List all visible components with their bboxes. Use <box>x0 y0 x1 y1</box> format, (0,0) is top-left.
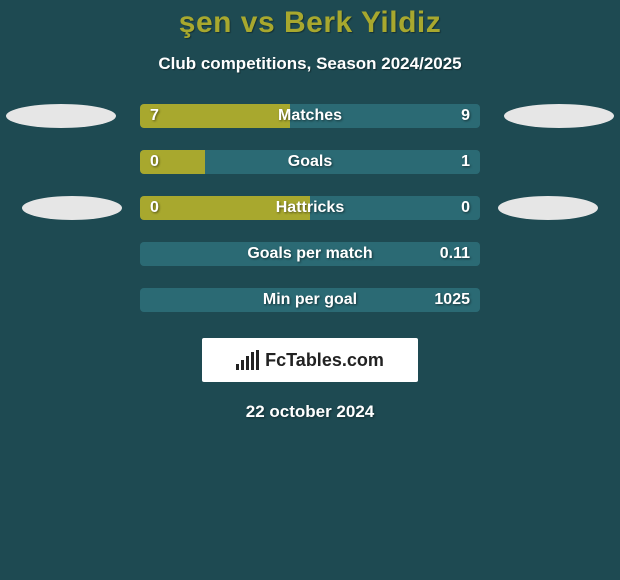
bar-track <box>140 104 480 128</box>
stat-value-left: 0 <box>150 199 159 217</box>
stat-row: Min per goal 1025 <box>0 288 620 312</box>
stat-value-right: 1 <box>461 153 470 171</box>
bar-left <box>140 104 290 128</box>
bar-right <box>140 242 480 266</box>
bar-left <box>140 196 310 220</box>
logo-text: FcTables.com <box>265 350 384 371</box>
player-right-ellipse <box>504 104 614 128</box>
bar-right <box>310 196 480 220</box>
stat-row: Goals per match 0.11 <box>0 242 620 266</box>
bar-track <box>140 288 480 312</box>
stat-value-right: 0.11 <box>440 245 470 263</box>
stat-value-right: 1025 <box>434 291 470 309</box>
bar-right <box>140 288 480 312</box>
bar-right <box>290 104 480 128</box>
chart-area: 7 Matches 9 0 Goals 1 0 Hattricks 0 <box>0 104 620 334</box>
stat-value-left: 7 <box>150 107 159 125</box>
page-title: şen vs Berk Yildiz <box>179 6 441 40</box>
stat-value-right: 0 <box>461 199 470 217</box>
bar-track <box>140 242 480 266</box>
stat-value-left: 0 <box>150 153 159 171</box>
stat-value-right: 9 <box>461 107 470 125</box>
date-label: 22 october 2024 <box>246 402 375 422</box>
subtitle: Club competitions, Season 2024/2025 <box>158 54 461 74</box>
stat-row: 0 Hattricks 0 <box>0 196 620 220</box>
source-logo: FcTables.com <box>202 338 418 382</box>
logo-bars-icon <box>236 350 259 370</box>
stat-row: 0 Goals 1 <box>0 150 620 174</box>
comparison-widget: şen vs Berk Yildiz Club competitions, Se… <box>0 0 620 422</box>
bar-track <box>140 196 480 220</box>
player-left-ellipse <box>6 104 116 128</box>
bar-right <box>205 150 480 174</box>
bar-track <box>140 150 480 174</box>
stat-row: 7 Matches 9 <box>0 104 620 128</box>
